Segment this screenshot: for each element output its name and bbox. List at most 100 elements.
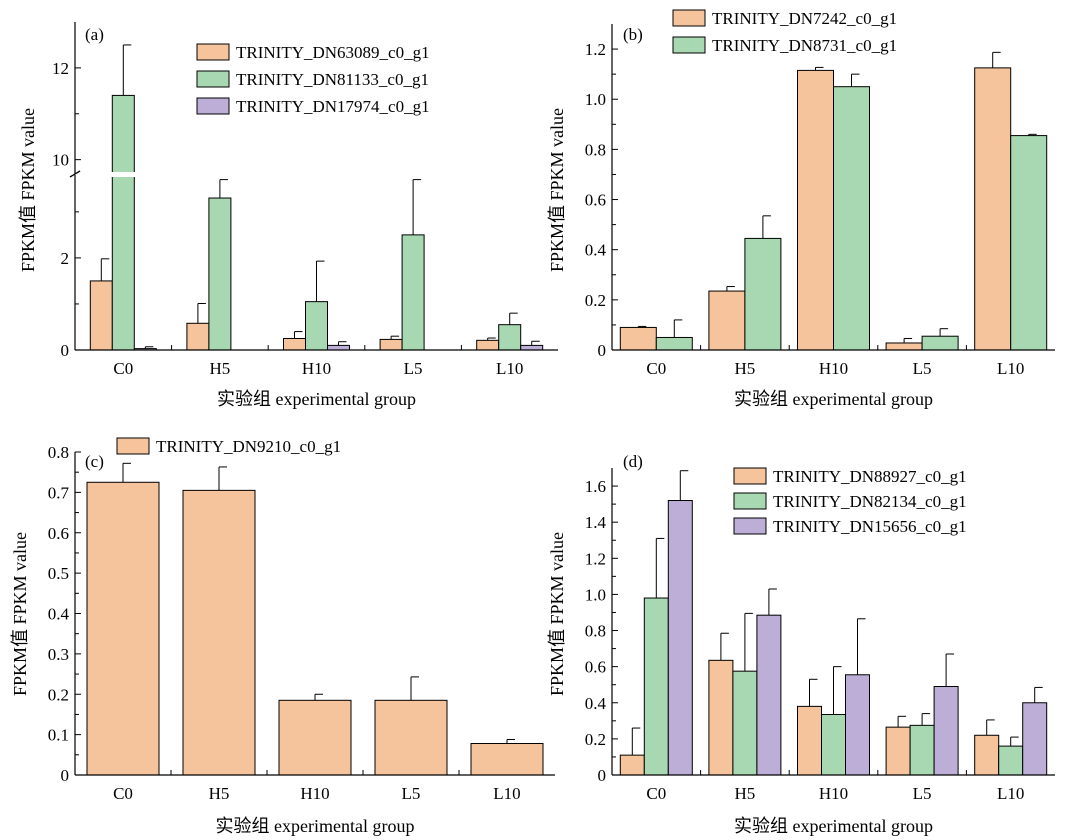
y-tick-label: 1.0: [585, 90, 606, 109]
legend-label: TRINITY_DN17974_c0_g1: [236, 97, 430, 116]
bar: [182, 489, 256, 776]
x-tick-label: H10: [819, 784, 848, 803]
legend-swatch: [672, 9, 706, 27]
y-tick-label: 1.2: [585, 549, 606, 568]
x-tick-label: C0: [113, 359, 133, 378]
y-tick-label: 2: [61, 249, 70, 268]
y-tick-label: 0.6: [585, 191, 606, 210]
legend-label: TRINITY_DN7242_c0_g1: [712, 9, 897, 28]
y-tick-label: 1.2: [585, 40, 606, 59]
axis-break-mark: [69, 170, 81, 178]
x-tick-label: H10: [300, 784, 329, 803]
y-tick-label: 0.2: [48, 685, 69, 704]
y-tick-label: 1.4: [585, 513, 607, 532]
y-tick-label: 0.4: [48, 605, 70, 624]
bar: [208, 197, 232, 351]
y-tick-label: 0: [61, 766, 70, 785]
legend-label: TRINITY_DN8731_c0_g1: [712, 36, 897, 55]
legend-swatch: [196, 97, 230, 115]
bar: [89, 280, 113, 351]
bar: [667, 500, 693, 776]
bar: [643, 597, 669, 776]
x-tick-label: C0: [646, 784, 666, 803]
legend-swatch: [196, 43, 230, 61]
y-tick-label: 0.8: [48, 443, 69, 462]
bar: [974, 734, 1000, 776]
x-tick-label: L5: [402, 784, 421, 803]
bar: [885, 726, 911, 776]
bar: [305, 301, 328, 351]
legend-swatch: [733, 492, 767, 510]
bar: [619, 326, 657, 351]
y-tick-label: 0.8: [585, 140, 606, 159]
y-tick-label: 0: [598, 766, 607, 785]
x-axis-title: 实验组 experimental group: [216, 816, 415, 836]
y-tick-label: 0.6: [48, 524, 69, 543]
y-axis-title: FPKM值 FPKM value: [547, 532, 567, 696]
bar: [476, 339, 500, 351]
x-tick-label: L10: [493, 784, 520, 803]
bar: [921, 335, 959, 351]
bar: [1022, 702, 1048, 776]
x-tick-label: H5: [209, 784, 230, 803]
x-tick-label: C0: [113, 784, 133, 803]
x-tick-label: H10: [819, 359, 848, 378]
bar: [998, 745, 1024, 776]
bar: [655, 336, 693, 351]
legend-label: TRINITY_DN15656_c0_g1: [773, 517, 967, 536]
bar: [833, 86, 870, 351]
y-tick-label: 0.1: [48, 726, 69, 745]
panel-label: (d): [623, 452, 643, 471]
panel-label: (a): [85, 25, 104, 44]
bar: [744, 237, 782, 351]
y-tick-label: 0: [598, 341, 607, 360]
bar: [86, 481, 160, 776]
y-tick-label: 0.4: [585, 694, 607, 713]
bar: [708, 659, 734, 776]
y-tick-label: 10: [52, 151, 69, 170]
x-tick-label: L5: [404, 359, 423, 378]
bar: [933, 686, 959, 776]
bar: [909, 724, 935, 776]
panel-label: (c): [85, 452, 104, 471]
legend-label: TRINITY_DN82134_c0_g1: [773, 492, 967, 511]
bar: [974, 67, 1012, 351]
legend-label: TRINITY_DN63089_c0_g1: [236, 43, 430, 62]
bar: [1010, 135, 1048, 351]
bar: [186, 322, 210, 351]
bar: [111, 94, 135, 351]
y-tick-label: 1.6: [585, 477, 606, 496]
legend-swatch: [672, 36, 706, 54]
legend-swatch: [196, 70, 230, 88]
x-tick-label: L5: [913, 784, 932, 803]
y-axis-title: FPKM值 FPKM value: [547, 108, 567, 272]
y-axis-title: FPKM值 FPKM value: [18, 108, 38, 272]
chart-panel-2: 0 0.2 0.4 0.6 0.8 1.0 1.2 C0 H5 H10 L5 L10 实验组 exper…: [547, 9, 1055, 409]
bar: [708, 290, 746, 351]
bar: [885, 342, 923, 351]
bar: [797, 69, 834, 351]
y-tick-label: 1.0: [585, 585, 606, 604]
bar: [520, 344, 544, 351]
y-tick-label: 0.4: [585, 241, 607, 260]
y-axis-title: FPKM值 FPKM value: [10, 532, 30, 696]
bar: [498, 324, 522, 351]
bar: [278, 699, 352, 776]
y-tick-label: 0.2: [585, 291, 606, 310]
axis-break-gap: [76, 172, 559, 177]
bar: [756, 614, 782, 776]
x-tick-label: H5: [735, 359, 756, 378]
x-tick-label: H5: [735, 784, 756, 803]
x-axis-title: 实验组 experimental group: [217, 389, 416, 409]
bar: [283, 337, 306, 351]
bar: [327, 344, 350, 351]
bar: [845, 674, 870, 776]
legend-label: TRINITY_DN81133_c0_g1: [236, 70, 429, 89]
panel-label: (b): [623, 25, 643, 44]
chart-panel-1: 0 2 10 12 C0 H5 H10 L5 L10 实验组 experimental group…: [18, 22, 559, 409]
y-tick-label: 12: [52, 59, 69, 78]
x-tick-label: H10: [302, 359, 331, 378]
bar: [821, 714, 846, 776]
x-tick-label: L10: [997, 784, 1024, 803]
